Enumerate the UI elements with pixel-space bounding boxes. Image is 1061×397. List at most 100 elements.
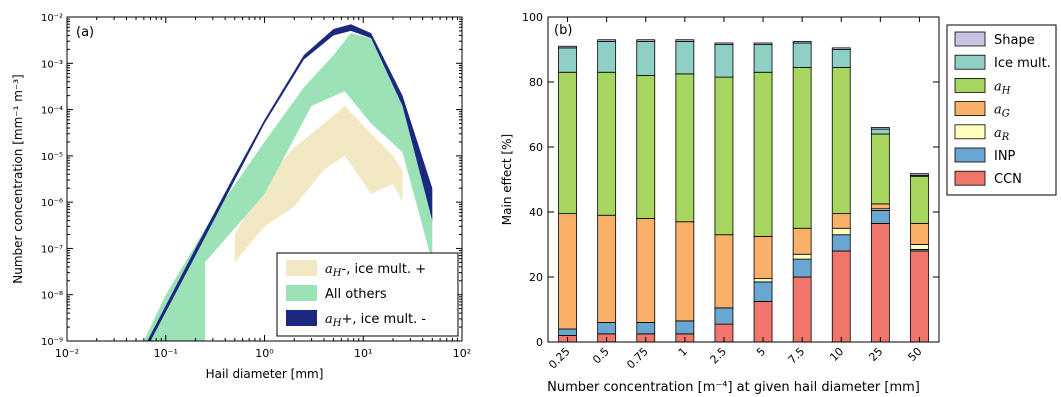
b-y-tick-label: 100 — [522, 11, 543, 24]
b-legend-swatch — [954, 124, 986, 140]
bar-segment-ice-mult- — [870, 128, 890, 135]
a-legend-label: aH+, ice mult. - — [325, 312, 426, 329]
bar-segment-a-g — [870, 203, 890, 210]
bar-segment-a-g — [636, 218, 656, 323]
bar-segment-ccn — [753, 300, 773, 343]
bar-segment-ccn — [910, 250, 929, 343]
bar-segment-shape — [675, 39, 695, 42]
bar-segment-a-r — [753, 278, 773, 283]
b-legend-swatch — [954, 54, 986, 70]
a-x-tick-label: 10⁻¹ — [154, 347, 178, 360]
bar-segment-inp — [675, 320, 695, 335]
panel-b-legend: Shape Ice mult. aH aG aR INP CCN — [946, 24, 1057, 196]
b-legend-swatch — [954, 147, 986, 163]
a-legend-label: aH-, ice mult. + — [325, 262, 426, 279]
bar-segment-inp — [597, 322, 617, 335]
b-legend-label: aG — [994, 103, 1010, 120]
bar-segment-ice-mult- — [714, 44, 734, 78]
b-y-tick-label: 20 — [529, 271, 543, 284]
a-legend-label: All others — [325, 287, 387, 302]
bar-segment-a-h — [910, 175, 929, 224]
bar-segment-a-h — [636, 75, 656, 219]
bar-segment-a-h — [831, 66, 851, 215]
bar-segment-a-g — [675, 221, 695, 322]
bar-segment-inp — [714, 307, 734, 325]
panel-b-x-axis-label: Number concentration [m⁻⁴] at given hail… — [547, 380, 920, 395]
panel-a-areas — [143, 24, 433, 341]
bar-segment-a-g — [792, 227, 812, 255]
bar-segment-a-g — [714, 234, 734, 309]
b-x-tick-label: 0.5 — [590, 345, 612, 367]
b-legend-label: CCN — [994, 172, 1022, 187]
bar-segment-shape — [714, 42, 734, 46]
bar-segment-ice-mult- — [558, 47, 577, 73]
bar-segment-ccn — [870, 222, 890, 343]
a-x-tick-label: 10¹ — [354, 347, 372, 360]
bar-segment-a-g — [910, 222, 929, 245]
panel-a-y-axis-label: Number concentration [mm⁻¹ m⁻³] — [11, 74, 25, 283]
a-legend-swatch — [286, 260, 317, 276]
panel-b-plot-frame — [547, 16, 940, 343]
bar-segment-a-h — [714, 76, 734, 236]
a-y-tick-label: 10⁻⁹ — [41, 337, 63, 348]
bar-segment-ice-mult- — [753, 44, 773, 73]
bar-segment-ice-mult- — [675, 40, 695, 75]
bar-segment-shape — [831, 47, 851, 50]
panel-a-x-axis-label: Hail diameter [mm] — [206, 367, 324, 381]
panel-b-y-axis-label: Main effect [%] — [500, 134, 514, 225]
a-x-tick-label: 10⁻² — [55, 347, 79, 360]
bar-segment-ccn — [792, 276, 812, 343]
b-x-tick-label: 25 — [866, 345, 885, 364]
panel-a-legend: aH-, ice mult. + All others aH+, ice mult.… — [276, 252, 459, 337]
a-legend-swatch — [286, 310, 317, 326]
a-legend-swatch — [286, 285, 317, 301]
a-y-tick-label: 10⁻² — [41, 13, 63, 24]
bar-segment-inp — [753, 281, 773, 302]
bar-segment-a-h — [870, 133, 890, 205]
a-y-tick-label: 10⁻⁵ — [41, 152, 63, 163]
bar-segment-ice-mult- — [792, 42, 812, 68]
bar-segment-inp — [870, 209, 890, 224]
bar-segment-shape — [753, 42, 773, 46]
bar-segment-shape — [792, 40, 812, 44]
b-legend-swatch — [954, 31, 986, 47]
b-legend-swatch — [954, 78, 986, 93]
bar-segment-inp — [636, 322, 656, 335]
area-series-0 — [234, 105, 403, 263]
b-x-tick-label: 5 — [754, 345, 768, 359]
a-y-tick-label: 10⁻⁶ — [41, 198, 63, 209]
b-legend-label: aH — [994, 79, 1011, 96]
bar-segment-inp — [831, 234, 851, 252]
bar-segment-a-r — [792, 253, 812, 260]
b-legend-label: aR — [994, 126, 1010, 143]
bar-segment-ice-mult- — [636, 40, 656, 76]
b-x-tick-label: 10 — [827, 345, 846, 364]
bar-segment-a-h — [675, 73, 695, 223]
panel-b: 0 20 40 60 80 100 0.25 0.5 0.75 1 2.5 5 7.5 10 25 50 (b… — [500, 11, 1057, 395]
b-legend-label: INP — [994, 149, 1016, 164]
b-x-tick-label: 1 — [676, 345, 690, 359]
bar-segment-a-g — [753, 235, 773, 280]
bar-segment-ccn — [831, 250, 851, 343]
panel-b-label: (b) — [554, 23, 572, 38]
bar-segment-shape — [870, 127, 890, 130]
bar-segment-a-r — [910, 244, 929, 250]
bar-segment-shape — [910, 173, 929, 176]
b-y-tick-label: 80 — [529, 76, 543, 89]
b-legend-label: Shape — [994, 33, 1035, 48]
b-x-tick-label: 0.75 — [624, 345, 651, 372]
panel-a: 10⁻² 10⁻¹ 10⁰ 10¹ 10² 10⁻⁹ 10⁻⁸ 10⁻⁷ 10⁻⁶ 10⁻⁵ 10⁻… — [11, 13, 471, 381]
a-x-tick-label: 10⁰ — [255, 347, 274, 360]
b-y-tick-label: 60 — [529, 141, 543, 154]
bar-segment-shape — [558, 45, 577, 49]
bar-segment-a-g — [831, 213, 851, 229]
a-y-tick-label: 10⁻⁸ — [41, 291, 63, 302]
b-x-tick-label: 50 — [905, 345, 924, 364]
panel-a-ticks: 10⁻² 10⁻¹ 10⁰ 10¹ 10² 10⁻⁹ 10⁻⁸ 10⁻⁷ 10⁻⁶ 10⁻⁵ 10⁻… — [41, 13, 471, 360]
bar-segment-ice-mult- — [831, 49, 851, 68]
b-x-tick-label: 2.5 — [708, 345, 730, 367]
bar-segment-a-h — [558, 71, 577, 215]
a-y-tick-label: 10⁻³ — [41, 59, 63, 70]
bar-segment-shape — [597, 39, 617, 42]
